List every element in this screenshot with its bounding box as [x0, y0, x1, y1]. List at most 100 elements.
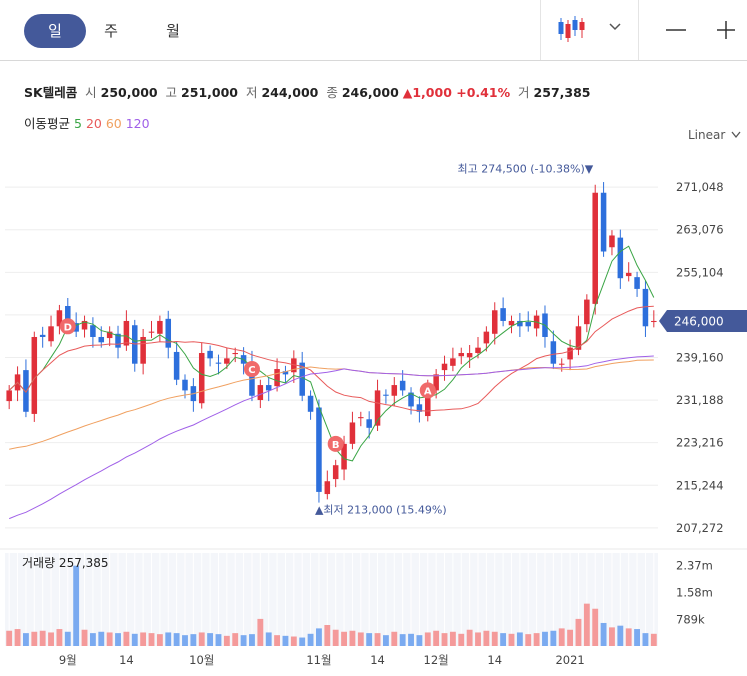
- candle-body: [450, 358, 456, 366]
- volume-bar: [558, 628, 565, 646]
- volume-bar: [274, 635, 281, 646]
- y-tick-label: 255,104: [676, 265, 724, 279]
- volume-bar: [424, 632, 431, 646]
- x-tick-label: 11월: [306, 653, 331, 667]
- signal-badge: [419, 382, 436, 399]
- candle-body: [374, 390, 381, 426]
- plus-icon: [717, 21, 735, 39]
- x-tick-label: 14: [370, 653, 385, 667]
- candle-body: [73, 323, 79, 332]
- x-tick-label: 14: [487, 653, 502, 667]
- volume-bar: [391, 631, 398, 646]
- candle-body: [148, 331, 155, 333]
- volume-bar: [533, 633, 540, 646]
- candle-body: [6, 390, 12, 402]
- tab-day[interactable]: 일: [24, 14, 86, 48]
- candle-body: [391, 385, 398, 396]
- ma5-label: 5: [74, 116, 82, 131]
- candle-body: [106, 331, 113, 339]
- volume-bar: [408, 633, 414, 646]
- candle-body: [332, 465, 339, 480]
- x-tick-label: 9월: [59, 653, 77, 667]
- candle-body: [625, 272, 632, 277]
- candle-body: [358, 417, 364, 419]
- zoom-in-button[interactable]: [700, 0, 747, 60]
- volume-bar: [516, 632, 523, 646]
- zoom-out-button[interactable]: [650, 0, 702, 60]
- volume-bar: [441, 633, 448, 646]
- volume-bar: [56, 629, 63, 646]
- candle-body: [558, 363, 565, 365]
- volume-bar: [290, 636, 297, 646]
- change-value: ▲1,000 +0.41%: [402, 85, 511, 100]
- candle-body: [90, 325, 96, 337]
- volume-bar: [198, 632, 205, 646]
- volume-bar: [458, 633, 465, 646]
- tab-week[interactable]: 주: [104, 22, 118, 40]
- signal-label: D: [64, 322, 72, 333]
- candle-body: [324, 481, 331, 495]
- volume-bar: [332, 629, 339, 646]
- volume-bar: [399, 634, 406, 646]
- scale-dropdown[interactable]: Linear: [688, 128, 741, 142]
- close-value: 246,000: [341, 85, 399, 100]
- candle-body: [81, 320, 88, 330]
- ma20-label: 20: [85, 116, 102, 131]
- volume-bar: [366, 633, 373, 646]
- volume-bar: [382, 635, 389, 646]
- volume-bar: [583, 603, 590, 646]
- candle-body: [399, 380, 406, 391]
- candle-body: [165, 318, 172, 348]
- low-marker: ▲최저 213,000 (15.49%): [315, 503, 447, 516]
- candle-body: [475, 347, 481, 354]
- candle-body: [517, 320, 523, 327]
- volume-bar: [316, 628, 322, 646]
- volume-bar: [433, 630, 440, 646]
- volume-bar: [81, 629, 88, 646]
- volume-bar: [173, 633, 180, 646]
- volume-bar: [341, 631, 347, 646]
- candle-body: [584, 299, 590, 325]
- high-marker: 최고 274,500 (-10.38%)▼: [458, 163, 594, 176]
- volume-bar: [48, 632, 54, 646]
- volume-bar: [491, 631, 498, 646]
- moving-average-legend[interactable]: 이동평균 5 20 60 120: [24, 113, 150, 132]
- low-value: 244,000: [261, 85, 319, 100]
- low-label: 저: [245, 85, 258, 100]
- volume-bar: [14, 629, 21, 646]
- volume-bar: [156, 634, 163, 646]
- candle-body: [425, 390, 431, 417]
- volume-bar: [265, 632, 272, 646]
- candle-body: [433, 374, 439, 391]
- candle-body: [265, 385, 272, 391]
- chart-type-selector[interactable]: [540, 0, 639, 60]
- ma-label: 이동평균: [24, 116, 71, 131]
- volume-bar: [475, 632, 481, 646]
- volume-bar: [282, 635, 289, 646]
- candle-body: [466, 353, 473, 358]
- signal-label: C: [248, 365, 255, 376]
- open-label: 시: [85, 85, 97, 100]
- candle-body: [56, 310, 63, 327]
- volume-bar: [617, 625, 624, 646]
- candle-body: [500, 308, 506, 321]
- candle-body: [408, 392, 414, 407]
- period-tabs: 일 주 월: [0, 0, 747, 61]
- volume-bar: [625, 628, 632, 646]
- volume-tick-label: 2.37m: [676, 559, 713, 573]
- candle-body: [173, 351, 180, 380]
- volume-bar: [257, 618, 264, 646]
- close-label: 종: [326, 85, 338, 100]
- candle-body: [316, 407, 322, 492]
- x-tick-label: 12월: [424, 653, 449, 667]
- volume-bar: [190, 634, 197, 646]
- volume-bar: [207, 633, 214, 646]
- candle-body: [232, 353, 238, 355]
- candle-body: [115, 333, 121, 348]
- volume-bar: [140, 632, 147, 646]
- candle-body: [383, 394, 389, 396]
- tab-month[interactable]: 월: [166, 22, 180, 40]
- volume-bar: [165, 632, 172, 646]
- volume-bar: [550, 630, 557, 646]
